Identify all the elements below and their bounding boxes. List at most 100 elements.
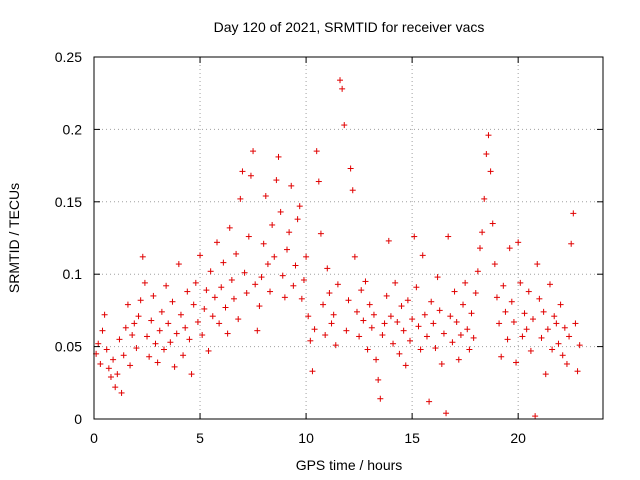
data-point xyxy=(445,233,452,240)
data-point xyxy=(214,239,221,246)
data-point xyxy=(300,276,307,283)
data-point xyxy=(341,122,348,129)
data-point xyxy=(438,360,445,367)
data-point xyxy=(557,301,564,308)
y-tick-label: 0.1 xyxy=(63,266,83,282)
data-point xyxy=(502,308,509,315)
data-point xyxy=(491,261,498,268)
data-point xyxy=(332,342,339,349)
data-point xyxy=(133,345,140,352)
data-point xyxy=(228,276,235,283)
data-point xyxy=(309,368,316,375)
data-point xyxy=(474,268,481,275)
data-point xyxy=(305,313,312,320)
data-point xyxy=(186,336,193,343)
data-point xyxy=(194,318,201,325)
data-point xyxy=(379,332,386,339)
data-point xyxy=(320,301,327,308)
data-point xyxy=(260,240,267,247)
data-point xyxy=(353,308,360,315)
data-point xyxy=(146,353,153,360)
data-point xyxy=(154,359,161,366)
data-point xyxy=(487,168,494,175)
data-point xyxy=(508,298,515,305)
data-point xyxy=(267,288,274,295)
data-point xyxy=(247,172,254,179)
x-tick-label: 20 xyxy=(510,430,526,446)
data-point xyxy=(150,292,157,299)
data-point xyxy=(197,252,204,259)
data-point xyxy=(286,229,293,236)
data-point xyxy=(381,320,388,327)
data-point xyxy=(120,352,127,359)
data-point xyxy=(566,333,573,340)
data-point xyxy=(296,203,303,210)
data-point xyxy=(570,210,577,217)
data-point xyxy=(334,281,341,288)
data-point xyxy=(493,294,500,301)
data-point xyxy=(385,237,392,244)
data-point xyxy=(525,288,532,295)
data-point xyxy=(390,340,397,347)
data-point xyxy=(281,294,288,301)
data-point xyxy=(112,384,119,391)
data-point xyxy=(426,398,433,405)
data-point xyxy=(423,333,430,340)
data-point xyxy=(173,330,180,337)
data-point xyxy=(546,281,553,288)
data-point xyxy=(466,346,473,353)
data-point xyxy=(447,313,454,320)
data-point xyxy=(216,320,223,327)
data-points xyxy=(93,77,583,420)
data-point xyxy=(275,153,282,160)
data-point xyxy=(432,345,439,352)
data-point xyxy=(122,324,129,331)
data-point xyxy=(180,352,187,359)
data-point xyxy=(158,308,165,315)
data-point xyxy=(576,342,583,349)
data-point xyxy=(553,320,560,327)
data-point xyxy=(400,327,407,334)
data-point xyxy=(568,240,575,247)
data-point xyxy=(141,279,148,286)
data-point xyxy=(175,261,182,268)
data-point xyxy=(277,208,284,215)
data-point xyxy=(453,318,460,325)
data-point xyxy=(95,340,102,347)
data-point xyxy=(436,307,443,314)
data-point xyxy=(254,327,261,334)
data-point xyxy=(479,229,486,236)
data-point xyxy=(339,85,346,92)
data-point xyxy=(211,294,218,301)
data-point xyxy=(428,298,435,305)
data-point xyxy=(396,350,403,357)
y-tick-label: 0.2 xyxy=(63,121,83,137)
data-point xyxy=(203,287,210,294)
data-point xyxy=(483,151,490,158)
data-point xyxy=(269,221,276,228)
data-point xyxy=(218,284,225,291)
x-tick-label: 5 xyxy=(196,430,204,446)
data-point xyxy=(124,301,131,308)
data-point xyxy=(387,313,394,320)
data-point xyxy=(135,313,142,320)
data-point xyxy=(324,265,331,272)
grid xyxy=(94,57,603,419)
data-point xyxy=(370,311,377,318)
data-point xyxy=(402,362,409,369)
data-point xyxy=(521,310,528,317)
data-point xyxy=(345,297,352,304)
data-point xyxy=(224,330,231,337)
data-point xyxy=(188,371,195,378)
data-point xyxy=(434,274,441,281)
y-axis-label: SRMTID / TECUs xyxy=(6,183,22,293)
data-point xyxy=(226,224,233,231)
y-tick-label: 0.25 xyxy=(55,49,82,65)
data-point xyxy=(290,282,297,289)
data-point xyxy=(116,336,123,343)
data-point xyxy=(510,318,517,325)
data-point xyxy=(407,337,414,344)
data-point xyxy=(464,326,471,333)
x-tick-label: 15 xyxy=(404,430,420,446)
